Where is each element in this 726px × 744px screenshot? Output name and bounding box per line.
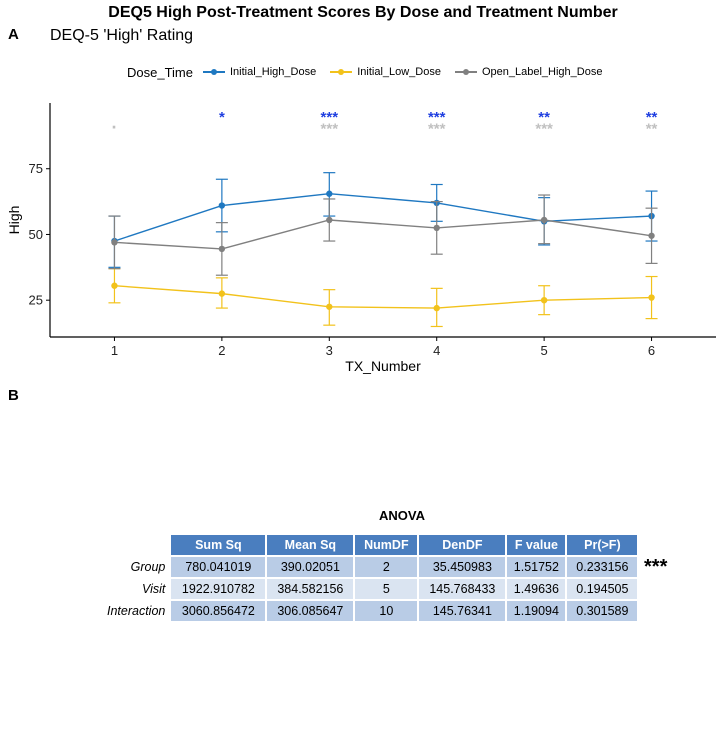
data-point-open-label-high-dose bbox=[111, 239, 118, 246]
anova-row-label: Group bbox=[130, 560, 166, 574]
series-line-open-label-high-dose bbox=[114, 219, 652, 250]
data-point-initial-high-dose bbox=[218, 202, 226, 209]
legend-label-initial-high-dose: Initial_High_Dose bbox=[229, 66, 317, 78]
legend-item-initial-low-dose: Initial_Low_Dose bbox=[330, 66, 441, 78]
y-axis-title: High bbox=[6, 206, 22, 235]
significance-annotation: *** bbox=[321, 109, 339, 126]
panel-a-label: A bbox=[8, 26, 19, 43]
legend: Dose_Time Initial_High_Dose Initial_Low_… bbox=[127, 63, 616, 81]
x-tick-label: 4 bbox=[433, 343, 440, 358]
anova-row-group: Group 780.041019 390.02051 2 35.450983 1… bbox=[102, 557, 638, 577]
data-point-initial-low-dose bbox=[433, 304, 440, 312]
anova-row-label: Interaction bbox=[107, 604, 166, 618]
x-tick-label: 1 bbox=[111, 343, 118, 358]
chart-subtitle: DEQ-5 'High' Rating bbox=[50, 27, 194, 44]
anova-cell: 10 bbox=[355, 601, 418, 621]
anova-cell: 145.76341 bbox=[419, 601, 506, 621]
anova-cell: 2 bbox=[355, 557, 418, 577]
y-tick-label: 50 bbox=[29, 227, 43, 242]
significance-annotation: *** bbox=[321, 121, 339, 138]
anova-header-mean-sq: Mean Sq bbox=[267, 535, 354, 555]
legend-key-open-label-high-dose bbox=[454, 67, 477, 77]
anova-header-f-value: F value bbox=[507, 535, 566, 555]
anova-row-interaction: Interaction 3060.856472 306.085647 10 14… bbox=[102, 601, 638, 621]
legend-key-initial-low-dose bbox=[330, 67, 353, 77]
series-line-initial-low-dose bbox=[114, 285, 652, 309]
anova-cell: 306.085647 bbox=[267, 601, 354, 621]
data-point-initial-low-dose bbox=[326, 303, 333, 310]
panel-b-label: B bbox=[8, 387, 19, 404]
legend-item-open-label-high-dose: Open_Label_High_Dose bbox=[454, 66, 603, 78]
legend-label-open-label-high-dose: Open_Label_High_Dose bbox=[481, 66, 603, 78]
anova-cell: 5 bbox=[355, 579, 418, 599]
anova-row-visit: Visit 1922.910782 384.582156 5 145.76843… bbox=[102, 579, 638, 599]
data-point-open-label-high-dose bbox=[540, 216, 548, 224]
legend-item-initial-high-dose: Initial_High_Dose bbox=[202, 66, 317, 78]
anova-cell: 3060.856472 bbox=[171, 601, 266, 621]
data-point-initial-low-dose bbox=[540, 296, 548, 304]
legend-title: Dose_Time bbox=[127, 64, 193, 80]
significance-stars: *** bbox=[644, 556, 668, 578]
anova-header-pr-f: Pr(>F) bbox=[567, 535, 638, 555]
anova-header-sum-sq: Sum Sq bbox=[171, 535, 266, 555]
x-tick-label: 5 bbox=[541, 343, 548, 358]
significance-annotation: *** bbox=[428, 109, 446, 126]
data-point-initial-low-dose bbox=[111, 282, 118, 289]
x-tick-label: 3 bbox=[326, 343, 333, 358]
anova-cell: 384.582156 bbox=[267, 579, 354, 599]
series-line-initial-high-dose bbox=[114, 193, 652, 242]
x-tick-label: 2 bbox=[218, 343, 225, 358]
anova-cell: 0.301589 bbox=[567, 601, 638, 621]
anova-cell: 145.768433 bbox=[419, 579, 506, 599]
data-point-initial-high-dose bbox=[326, 190, 333, 197]
anova-cell: 0.194505 bbox=[567, 579, 638, 599]
legend-key-initial-high-dose bbox=[202, 67, 225, 77]
legend-label-initial-low-dose: Initial_Low_Dose bbox=[357, 66, 441, 78]
data-point-initial-low-dose bbox=[218, 290, 226, 297]
anova-cell: 780.041019 bbox=[171, 557, 266, 577]
anova-header-dendf: DenDF bbox=[419, 535, 506, 555]
anova-cell: 1922.910782 bbox=[171, 579, 266, 599]
significance-annotation: ** bbox=[646, 109, 658, 126]
significance-annotation: · bbox=[111, 118, 117, 138]
anova-cell: 1.51752 bbox=[507, 557, 566, 577]
data-point-open-label-high-dose bbox=[648, 232, 655, 239]
data-point-open-label-high-dose bbox=[218, 245, 226, 253]
y-tick-label: 75 bbox=[29, 161, 43, 176]
anova-cell: 0.233156 bbox=[567, 557, 638, 577]
anova-cell: 1.49636 bbox=[507, 579, 566, 599]
significance-annotation: ** bbox=[538, 109, 550, 126]
significance-annotation: *** bbox=[428, 121, 446, 138]
data-point-open-label-high-dose bbox=[326, 216, 333, 224]
significance-annotation: ** bbox=[646, 121, 658, 138]
x-axis-title: TX_Number bbox=[345, 358, 421, 374]
significance-annotation: *** bbox=[535, 121, 553, 138]
significance-annotation: * bbox=[219, 109, 225, 126]
figure-title: DEQ5 High Post-Treatment Scores By Dose … bbox=[108, 4, 618, 21]
anova-cell: 35.450983 bbox=[419, 557, 506, 577]
y-tick-label: 25 bbox=[29, 293, 43, 308]
anova-cell: 1.19094 bbox=[507, 601, 566, 621]
anova-table: Sum Sq Mean Sq NumDF DenDF F value Pr(>F… bbox=[100, 533, 639, 623]
anova-header-numdf: NumDF bbox=[355, 535, 418, 555]
data-point-initial-low-dose bbox=[648, 294, 655, 301]
x-tick-label: 6 bbox=[648, 343, 655, 358]
anova-cell: 390.02051 bbox=[267, 557, 354, 577]
anova-header-corner bbox=[102, 535, 169, 555]
anova-header-row: Sum Sq Mean Sq NumDF DenDF F value Pr(>F… bbox=[102, 535, 638, 555]
data-point-open-label-high-dose bbox=[433, 224, 440, 232]
anova-row-label: Visit bbox=[141, 582, 166, 596]
anova-title: ANOVA bbox=[379, 508, 425, 523]
